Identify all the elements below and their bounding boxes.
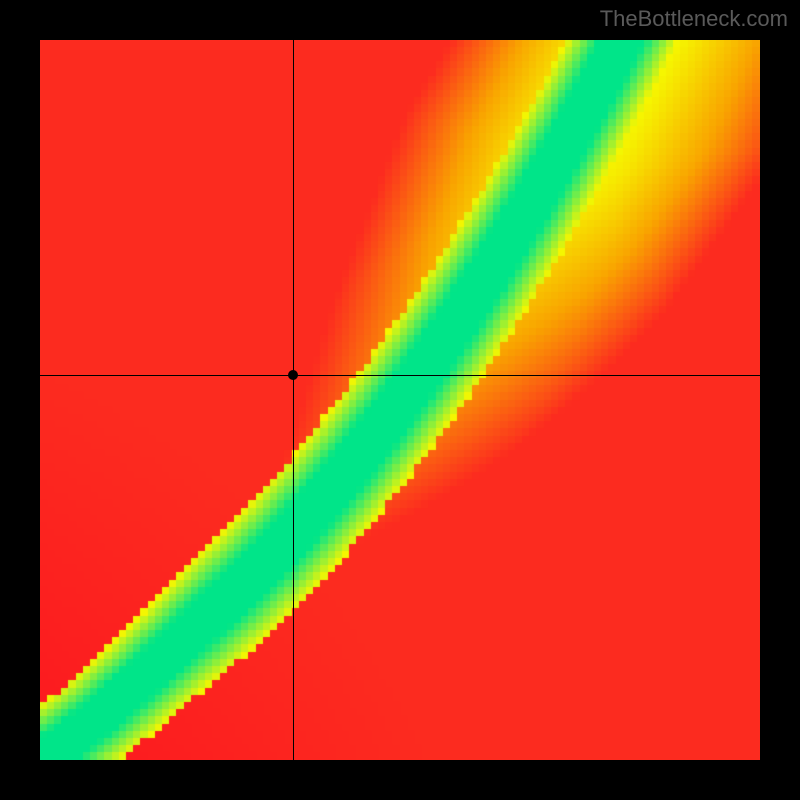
crosshair-horizontal	[40, 375, 760, 376]
heatmap-canvas	[40, 40, 760, 760]
data-point-marker	[288, 370, 298, 380]
bottleneck-chart	[40, 40, 760, 760]
crosshair-vertical	[293, 40, 294, 760]
watermark-text: TheBottleneck.com	[600, 6, 788, 32]
